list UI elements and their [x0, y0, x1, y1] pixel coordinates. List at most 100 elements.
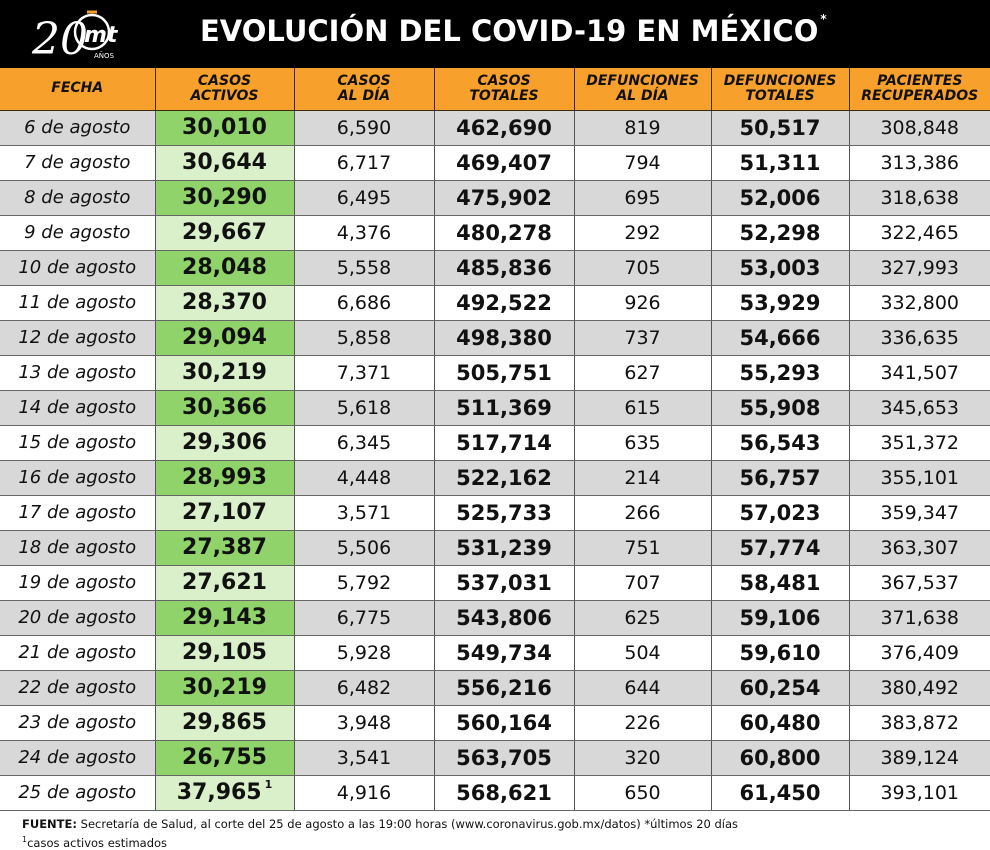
table-row: 16 de agosto 28,993 4,448 522,162 214 56,757 3…: [0, 460, 990, 496]
cell-casos-totales: 563,705: [434, 740, 575, 776]
cell-casos-totales-value: 505,751: [456, 360, 552, 385]
cell-casos-totales-value: 525,733: [456, 500, 552, 525]
cell-defunciones-al-dia: 644: [574, 670, 712, 706]
cell-defunciones-totales: 57,023: [711, 495, 850, 531]
cell-defunciones-totales: 61,450: [711, 775, 850, 811]
cell-defunciones-al-dia-value: 695: [624, 186, 661, 209]
cell-fecha: 10 de agosto: [0, 250, 156, 286]
cell-fecha-value: 17 de agosto: [18, 502, 137, 523]
cell-pacientes-recuperados: 351,372: [849, 425, 990, 461]
cell-defunciones-totales-value: 60,480: [739, 710, 821, 735]
cell-casos-activos: 27,107: [155, 495, 295, 531]
cell-casos-totales-value: 517,714: [456, 430, 552, 455]
cell-casos-activos: 29,143: [155, 600, 295, 636]
cell-defunciones-al-dia: 214: [574, 460, 712, 496]
cell-casos-al-dia: 6,775: [294, 600, 435, 636]
cell-casos-totales-value: 498,380: [456, 325, 552, 350]
cell-fecha-value: 11 de agosto: [18, 292, 137, 313]
cell-defunciones-totales-value: 59,106: [739, 605, 821, 630]
cell-casos-totales: 498,380: [434, 320, 575, 356]
cell-casos-al-dia: 3,948: [294, 705, 435, 741]
cell-casos-activos-value: 27,387: [182, 535, 267, 560]
cell-defunciones-al-dia-value: 266: [624, 501, 661, 524]
cell-pacientes-recuperados-value: 345,653: [880, 396, 960, 419]
cell-defunciones-totales: 56,543: [711, 425, 850, 461]
cell-casos-activos: 27,387: [155, 530, 295, 566]
cell-pacientes-recuperados: 367,537: [849, 565, 990, 601]
cell-defunciones-al-dia-value: 615: [624, 396, 661, 419]
cell-fecha-value: 6 de agosto: [24, 117, 131, 138]
cell-defunciones-totales: 55,908: [711, 390, 850, 426]
logo-sub: AÑOS: [94, 51, 115, 60]
cell-casos-activos: 30,366: [155, 390, 295, 426]
cell-casos-al-dia: 6,345: [294, 425, 435, 461]
cell-casos-activos: 30,644: [155, 145, 295, 181]
cell-casos-totales: 505,751: [434, 355, 575, 391]
cell-defunciones-al-dia: 226: [574, 705, 712, 741]
cell-casos-al-dia-value: 6,686: [336, 291, 392, 314]
cell-defunciones-totales-value: 59,610: [739, 640, 821, 665]
cell-casos-al-dia: 6,590: [294, 110, 435, 146]
cell-casos-al-dia-value: 6,482: [336, 676, 392, 699]
cell-pacientes-recuperados: 359,347: [849, 495, 990, 531]
cell-casos-al-dia: 6,686: [294, 285, 435, 321]
cell-casos-al-dia-value: 5,618: [336, 396, 392, 419]
cell-defunciones-totales-value: 56,543: [739, 430, 821, 455]
cell-fecha-value: 12 de agosto: [18, 327, 137, 348]
cell-casos-al-dia-value: 6,775: [336, 606, 392, 629]
table-row: 13 de agosto 30,219 7,371 505,751 627 55,293 3…: [0, 355, 990, 391]
table-row: 19 de agosto 27,621 5,792 537,031 707 58,481 3…: [0, 565, 990, 601]
cell-defunciones-al-dia-value: 292: [624, 221, 661, 244]
cell-casos-activos: 30,010: [155, 110, 295, 146]
cell-fecha: 18 de agosto: [0, 530, 156, 566]
col-header-casos-activos: CASOS ACTIVOS: [155, 68, 295, 111]
cell-fecha: 17 de agosto: [0, 495, 156, 531]
cell-casos-activos-value: 29,667: [182, 220, 267, 245]
source-text: Secretaría de Salud, al corte del 25 de …: [76, 817, 739, 831]
cell-defunciones-totales: 55,293: [711, 355, 850, 391]
col-header-casos-totales: CASOS TOTALES: [434, 68, 575, 111]
table-row: 9 de agosto 29,667 4,376 480,278 292 52,298 32…: [0, 215, 990, 251]
cell-defunciones-al-dia: 266: [574, 495, 712, 531]
cell-casos-al-dia: 4,376: [294, 215, 435, 251]
cell-casos-totales: 485,836: [434, 250, 575, 286]
cell-pacientes-recuperados-value: 308,848: [880, 116, 960, 139]
cell-pacientes-recuperados: 332,800: [849, 285, 990, 321]
cell-casos-activos-value: 29,865: [182, 710, 267, 735]
cell-fecha: 20 de agosto: [0, 600, 156, 636]
cell-casos-al-dia: 5,792: [294, 565, 435, 601]
cell-casos-activos-value: 29,094: [182, 325, 267, 350]
cell-pacientes-recuperados-value: 383,872: [880, 711, 960, 734]
table-row: 18 de agosto 27,387 5,506 531,239 751 57,774 3…: [0, 530, 990, 566]
cell-casos-activos: 29,306: [155, 425, 295, 461]
cell-casos-al-dia: 5,558: [294, 250, 435, 286]
cell-defunciones-totales: 53,003: [711, 250, 850, 286]
cell-casos-activos: 29,865: [155, 705, 295, 741]
cell-defunciones-totales-value: 58,481: [739, 570, 821, 595]
cell-defunciones-al-dia: 635: [574, 425, 712, 461]
cell-fecha: 24 de agosto: [0, 740, 156, 776]
cell-pacientes-recuperados: 393,101: [849, 775, 990, 811]
cell-defunciones-totales-value: 51,311: [739, 150, 821, 175]
table-header: FECHA CASOS ACTIVOS CASOS AL DÍA CASOS T…: [0, 68, 990, 111]
cell-pacientes-recuperados-value: 371,638: [880, 606, 960, 629]
table-row: 14 de agosto 30,366 5,618 511,369 615 55,908 3…: [0, 390, 990, 426]
cell-defunciones-al-dia-value: 737: [624, 326, 661, 349]
cell-casos-activos-value: 30,219: [182, 360, 267, 385]
cell-casos-al-dia: 5,618: [294, 390, 435, 426]
cell-defunciones-totales: 56,757: [711, 460, 850, 496]
cell-casos-totales: 543,806: [434, 600, 575, 636]
cell-casos-al-dia-value: 6,717: [336, 151, 392, 174]
cell-defunciones-totales: 60,480: [711, 705, 850, 741]
cell-defunciones-al-dia: 737: [574, 320, 712, 356]
table-row: 8 de agosto 30,290 6,495 475,902 695 52,006 31…: [0, 180, 990, 216]
source-label: FUENTE:: [22, 817, 77, 831]
cell-defunciones-al-dia-value: 705: [624, 256, 661, 279]
table-row: 11 de agosto 28,370 6,686 492,522 926 53,929 3…: [0, 285, 990, 321]
cell-defunciones-al-dia-value: 819: [624, 116, 661, 139]
cell-fecha-value: 13 de agosto: [18, 362, 137, 383]
cell-defunciones-totales-value: 52,298: [739, 220, 821, 245]
cell-pacientes-recuperados: 318,638: [849, 180, 990, 216]
cell-defunciones-al-dia-value: 644: [624, 676, 661, 699]
cell-fecha-value: 21 de agosto: [18, 642, 137, 663]
